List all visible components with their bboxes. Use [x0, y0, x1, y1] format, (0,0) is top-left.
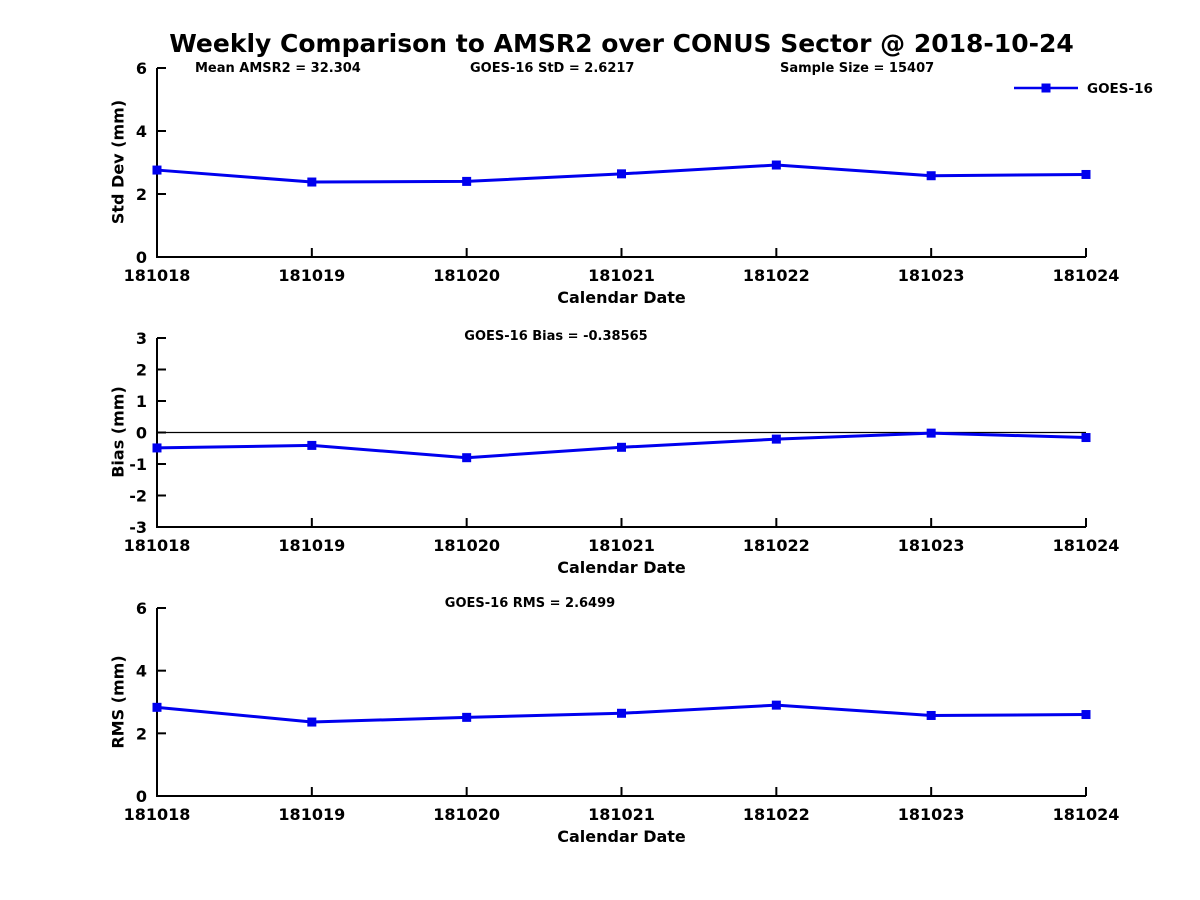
y-tick-label: -2 — [129, 487, 147, 506]
data-point-marker — [926, 710, 936, 720]
y-tick-label: 3 — [136, 329, 147, 348]
x-tick-label: 181019 — [278, 536, 345, 555]
y-tick-label: 2 — [136, 185, 147, 204]
data-point-marker — [462, 712, 472, 722]
y-tick-label: 2 — [136, 361, 147, 380]
data-point-marker — [152, 443, 162, 453]
data-point-marker — [771, 160, 781, 170]
x-tick-label: 181021 — [588, 805, 655, 824]
y-tick-label: 2 — [136, 724, 147, 743]
annotation-sample-size: Sample Size = 15407 — [780, 61, 935, 76]
x-tick-label: 181024 — [1053, 266, 1120, 285]
data-point-marker — [617, 708, 626, 718]
y-axis-label-rms: RMS (mm) — [108, 655, 128, 749]
data-point-marker — [307, 177, 317, 187]
x-tick-label: 181024 — [1053, 536, 1120, 555]
data-point-marker — [926, 428, 936, 438]
data-point-marker — [771, 700, 781, 710]
x-tick-label: 181023 — [898, 805, 965, 824]
annotation-goes16-rms: GOES-16 RMS = 2.6499 — [444, 596, 616, 611]
y-tick-label: 4 — [136, 122, 147, 141]
y-tick-label: 6 — [136, 59, 147, 78]
data-point-marker — [771, 434, 781, 444]
data-point-marker — [152, 165, 162, 175]
x-tick-label: 181019 — [278, 805, 345, 824]
y-axis-label-bias: Bias (mm) — [108, 386, 128, 478]
data-point-marker — [307, 717, 317, 727]
x-tick-label: 181020 — [433, 266, 500, 285]
data-point-marker — [462, 176, 472, 186]
x-axis-label-bottom: Calendar Date — [557, 827, 686, 846]
y-tick-label: 0 — [136, 424, 147, 443]
y-tick-label: 0 — [136, 248, 147, 267]
x-tick-label: 181024 — [1053, 805, 1120, 824]
y-tick-label: -3 — [129, 518, 147, 537]
x-axis-label-top: Calendar Date — [557, 288, 686, 307]
y-axis-label-stddev: Std Dev (mm) — [108, 99, 128, 225]
data-point-marker — [1081, 710, 1091, 720]
y-tick-label: 0 — [136, 787, 147, 806]
x-tick-label: 181018 — [124, 805, 191, 824]
x-tick-label: 181018 — [124, 266, 191, 285]
x-tick-label: 181022 — [743, 805, 810, 824]
data-point-marker — [307, 440, 317, 450]
x-tick-label: 181020 — [433, 536, 500, 555]
x-tick-label: 181021 — [588, 266, 655, 285]
annotation-mean-amsr2: Mean AMSR2 = 32.304 — [195, 61, 361, 76]
x-tick-label: 181022 — [743, 266, 810, 285]
data-point-marker — [617, 169, 626, 179]
x-tick-label: 181021 — [588, 536, 655, 555]
data-point-marker — [1081, 169, 1091, 179]
legend-label-goes16: GOES-16 — [1087, 81, 1153, 97]
annotation-goes16-std: GOES-16 StD = 2.6217 — [470, 61, 635, 76]
x-tick-label: 181022 — [743, 536, 810, 555]
legend-marker — [1041, 83, 1051, 93]
y-tick-label: 6 — [136, 599, 147, 618]
x-tick-label: 181018 — [124, 536, 191, 555]
y-tick-label: 4 — [136, 662, 147, 681]
x-tick-label: 181020 — [433, 805, 500, 824]
data-point-marker — [926, 171, 936, 181]
data-point-marker — [617, 442, 626, 452]
data-point-marker — [152, 702, 162, 712]
y-tick-label: 1 — [136, 392, 147, 411]
x-axis-label-middle: Calendar Date — [557, 558, 686, 577]
annotation-goes16-bias: GOES-16 Bias = -0.38565 — [464, 329, 648, 344]
x-tick-label: 181023 — [898, 536, 965, 555]
y-tick-label: -1 — [129, 455, 147, 474]
x-tick-label: 181019 — [278, 266, 345, 285]
figure-title: Weekly Comparison to AMSR2 over CONUS Se… — [169, 29, 1074, 58]
x-tick-label: 181023 — [898, 266, 965, 285]
data-point-marker — [462, 453, 472, 463]
data-point-marker — [1081, 433, 1091, 443]
